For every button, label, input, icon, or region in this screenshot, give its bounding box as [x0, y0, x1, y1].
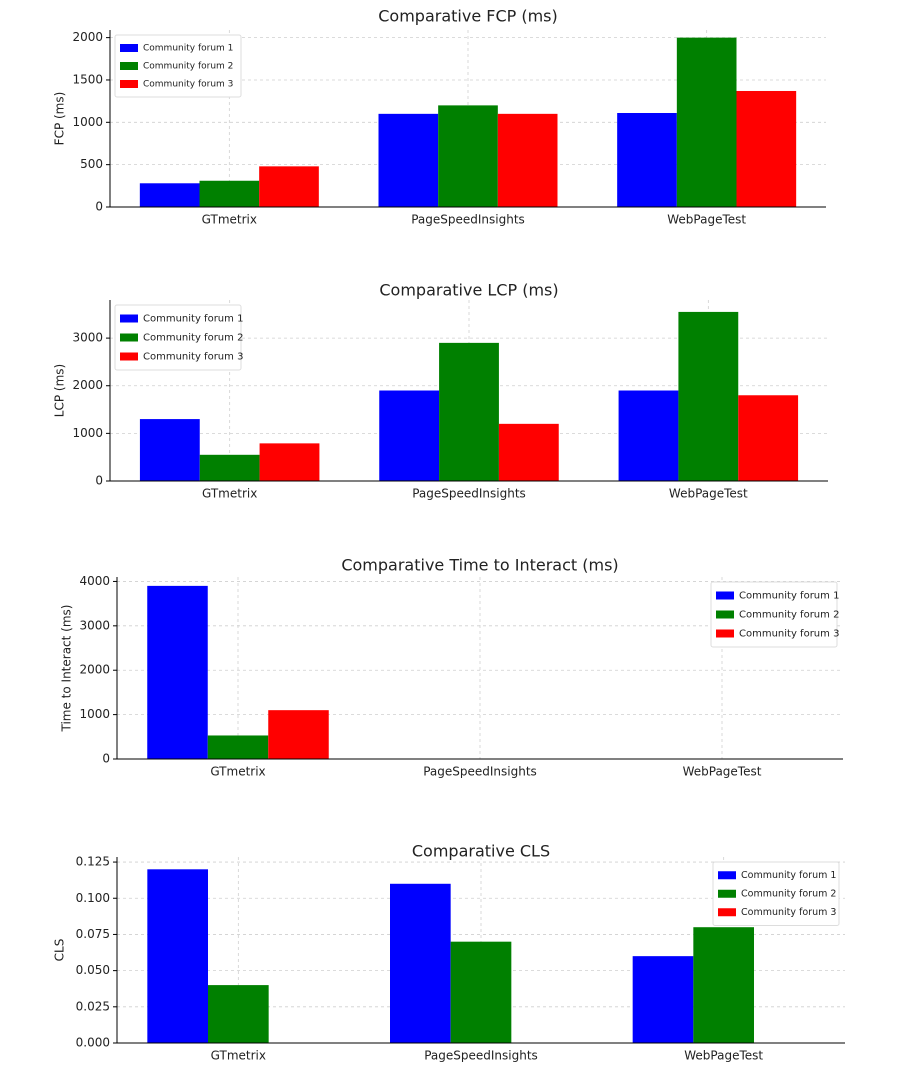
- x-tick-label: WebPageTest: [667, 213, 746, 227]
- legend-label: Community forum 3: [741, 907, 836, 918]
- bar: [497, 113, 558, 207]
- y-tick-label: 3000: [79, 618, 110, 632]
- y-tick-label: 1000: [72, 426, 103, 440]
- legend-label: Community forum 3: [143, 352, 243, 363]
- legend-box: [114, 304, 242, 371]
- legend-label: Community forum 1: [143, 314, 243, 325]
- legend-swatch: [716, 629, 734, 638]
- bar: [390, 883, 451, 1043]
- legend-swatch: [716, 610, 734, 619]
- y-tick-label: 2000: [72, 30, 103, 44]
- x-tick-label: PageSpeedInsights: [412, 487, 526, 501]
- y-tick-label: 500: [80, 157, 103, 171]
- bar: [450, 941, 512, 1043]
- legend-swatch: [120, 352, 138, 361]
- bar: [147, 585, 208, 759]
- x-tick-label: GTmetrix: [202, 487, 257, 501]
- legend-label: Community forum 2: [143, 62, 233, 72]
- bar: [208, 985, 269, 1043]
- legend-label: Community forum 3: [143, 80, 233, 90]
- bar: [379, 390, 440, 481]
- chart-title: Comparative Time to Interact (ms): [341, 556, 618, 575]
- bar: [378, 113, 439, 207]
- legend-swatch: [120, 62, 138, 70]
- y-tick-label: 2000: [72, 378, 103, 392]
- y-axis-label: Time to Interact (ms): [60, 605, 74, 733]
- legend-swatch: [120, 333, 138, 342]
- bar: [498, 423, 559, 481]
- legend-label: Community forum 2: [739, 610, 839, 621]
- x-tick-label: GTmetrix: [202, 213, 257, 227]
- bar: [676, 37, 737, 207]
- y-tick-label: 1000: [79, 707, 110, 721]
- legend-label: Community forum 2: [741, 888, 836, 899]
- chart-title: Comparative CLS: [412, 842, 550, 861]
- y-tick-label: 0.100: [76, 891, 110, 905]
- legend-label: Community forum 1: [143, 44, 233, 54]
- y-tick-label: 0.075: [76, 927, 110, 941]
- bar: [738, 395, 799, 481]
- chart-title: Comparative FCP (ms): [378, 7, 558, 26]
- legend-swatch: [718, 889, 736, 898]
- x-tick-label: PageSpeedInsights: [423, 765, 537, 779]
- bar: [259, 443, 320, 481]
- legend-label: Community forum 1: [741, 870, 836, 881]
- x-tick-label: WebPageTest: [684, 1049, 763, 1063]
- y-tick-label: 2000: [79, 663, 110, 677]
- y-tick-label: 0.050: [76, 963, 110, 977]
- legend-swatch: [718, 871, 736, 880]
- bar: [207, 735, 269, 759]
- bar: [617, 112, 677, 207]
- bar: [139, 419, 200, 481]
- y-axis-label: FCP (ms): [53, 92, 67, 146]
- legend-box: [114, 34, 242, 98]
- legend-label: Community forum 3: [739, 629, 839, 640]
- legend-swatch: [120, 44, 138, 52]
- x-tick-label: PageSpeedInsights: [411, 213, 525, 227]
- y-tick-label: 0: [95, 474, 103, 488]
- legend-swatch: [120, 80, 138, 88]
- y-tick-label: 0: [95, 200, 103, 214]
- bar: [439, 342, 499, 481]
- bar: [438, 105, 498, 207]
- bar: [259, 166, 319, 207]
- legend-swatch: [120, 314, 138, 323]
- bar: [147, 869, 208, 1043]
- bar: [618, 390, 679, 481]
- y-tick-label: 4000: [79, 574, 110, 588]
- y-tick-label: 0.000: [76, 1036, 110, 1050]
- legend-box: [710, 581, 838, 648]
- x-tick-label: PageSpeedInsights: [424, 1049, 538, 1063]
- x-tick-label: GTmetrix: [210, 765, 265, 779]
- bar: [268, 710, 329, 759]
- y-tick-label: 1500: [72, 72, 103, 86]
- y-tick-label: 1000: [72, 115, 103, 129]
- legend-label: Community forum 2: [143, 333, 243, 344]
- x-tick-label: WebPageTest: [669, 487, 748, 501]
- x-tick-label: GTmetrix: [211, 1049, 266, 1063]
- y-tick-label: 0.025: [76, 999, 110, 1013]
- legend-label: Community forum 1: [739, 591, 839, 602]
- bar: [632, 956, 694, 1043]
- bar: [678, 311, 739, 481]
- y-axis-label: LCP (ms): [53, 364, 67, 417]
- y-axis-label: CLS: [53, 939, 67, 962]
- legend-swatch: [716, 591, 734, 600]
- chart-title: Comparative LCP (ms): [379, 281, 558, 300]
- bar: [736, 90, 797, 207]
- legend-swatch: [718, 908, 736, 917]
- y-tick-label: 0.125: [76, 855, 110, 869]
- legend-box: [712, 861, 840, 926]
- bar: [693, 927, 754, 1043]
- y-tick-label: 0: [102, 752, 110, 766]
- x-tick-label: WebPageTest: [683, 765, 762, 779]
- bar: [139, 183, 200, 207]
- bar: [199, 454, 260, 481]
- y-tick-label: 3000: [72, 331, 103, 345]
- bar: [199, 180, 260, 207]
